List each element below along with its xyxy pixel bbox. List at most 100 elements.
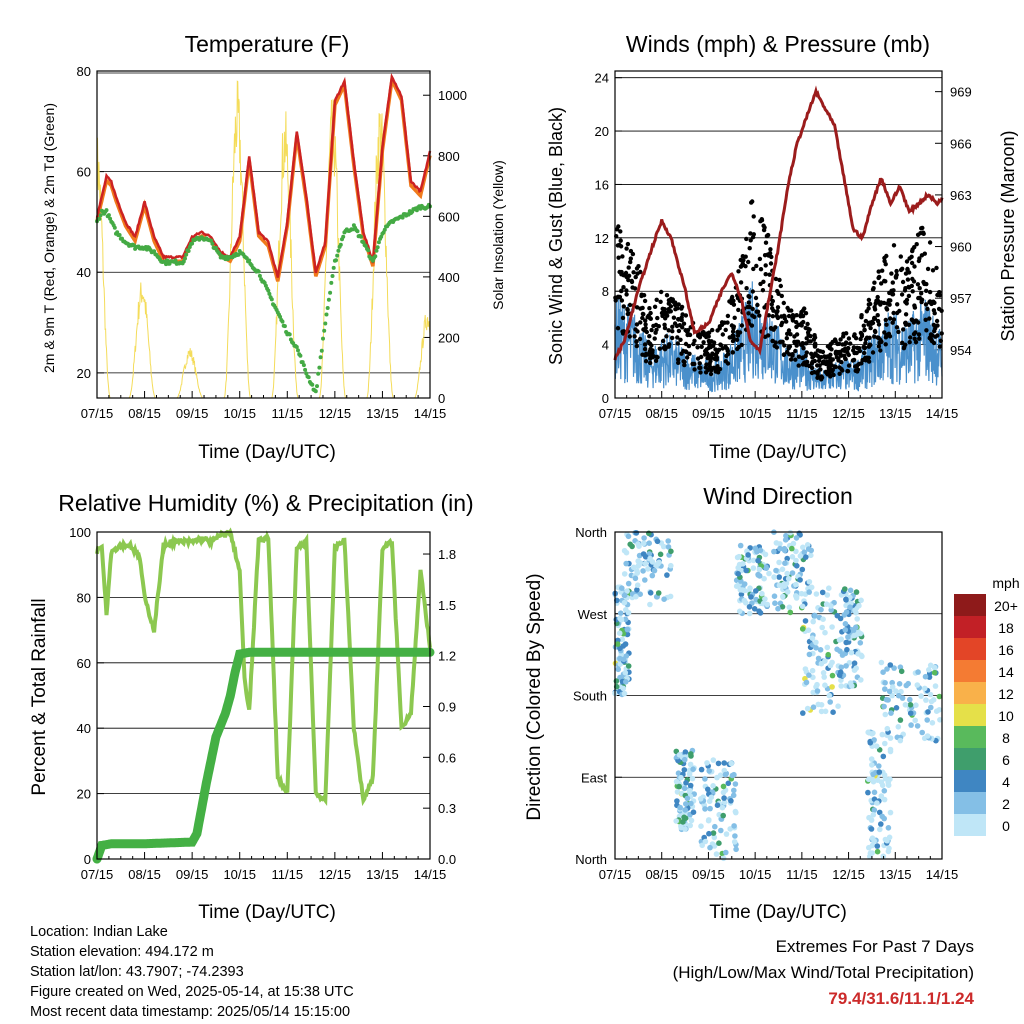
gust-point xyxy=(747,246,752,251)
gust-point xyxy=(788,332,793,337)
direction-point xyxy=(623,679,629,685)
gust-point xyxy=(786,328,792,333)
direction-point xyxy=(722,771,729,778)
gust-point xyxy=(862,350,867,356)
direction-point xyxy=(885,697,891,703)
dewpoint-point xyxy=(256,269,261,274)
gust-point xyxy=(739,323,745,328)
direction-point xyxy=(797,577,803,583)
direction-point xyxy=(881,703,887,710)
direction-point xyxy=(751,606,758,612)
direction-xtick-label: 14/15 xyxy=(926,867,959,882)
gust-point xyxy=(927,335,932,341)
direction-point xyxy=(873,743,880,749)
gust-point xyxy=(685,328,691,333)
direction-point xyxy=(902,702,909,708)
gust-point xyxy=(913,330,918,335)
gust-point xyxy=(698,365,703,370)
gust-point xyxy=(746,259,751,265)
direction-point xyxy=(731,839,738,845)
temp-xtick-label: 08/15 xyxy=(128,406,161,421)
gust-point xyxy=(848,341,853,346)
direction-point xyxy=(870,771,876,778)
gust-point xyxy=(907,256,912,261)
direction-point xyxy=(908,722,914,728)
gust-point xyxy=(642,342,648,347)
gust-point xyxy=(876,344,882,349)
direction-point xyxy=(868,756,875,762)
direction-point xyxy=(937,717,943,723)
gust-point xyxy=(757,313,762,318)
gust-point xyxy=(741,258,746,263)
wind-xtick-label: 12/15 xyxy=(832,406,865,421)
gust-point xyxy=(929,301,934,307)
gust-point xyxy=(725,320,730,325)
direction-point xyxy=(681,785,688,792)
gust-point xyxy=(653,330,658,335)
dewpoint-point xyxy=(375,245,380,250)
direction-point xyxy=(789,570,796,576)
direction-point xyxy=(622,669,629,676)
speed-legend-swatch xyxy=(954,660,986,682)
direction-point xyxy=(799,566,806,573)
wind-xtick-label: 08/15 xyxy=(645,406,678,421)
gust-point xyxy=(640,311,646,317)
gust-point xyxy=(626,277,631,283)
direction-point xyxy=(688,751,694,757)
dewpoint-point xyxy=(303,367,308,372)
gust-point xyxy=(901,327,906,332)
gust-point xyxy=(867,342,873,347)
gust-point xyxy=(812,333,817,338)
gust-point xyxy=(734,337,740,342)
gust-point xyxy=(910,248,915,254)
direction-ytick-label: North xyxy=(575,852,607,867)
gust-point xyxy=(900,266,905,271)
gust-point xyxy=(818,367,823,372)
direction-point xyxy=(698,766,705,773)
rh-ytick-label: 0 xyxy=(84,852,91,867)
gust-point xyxy=(631,270,636,275)
gust-point xyxy=(692,338,697,343)
gust-point xyxy=(720,332,725,337)
direction-point xyxy=(852,607,858,614)
humidity-ylabel: Percent & Total Rainfall xyxy=(29,598,50,795)
direction-point xyxy=(623,549,630,556)
direction-point xyxy=(784,555,790,562)
direction-point xyxy=(721,760,727,766)
direction-point xyxy=(698,823,704,829)
wind-xtick-label: 13/15 xyxy=(879,406,912,421)
gust-point xyxy=(667,342,672,347)
direction-point xyxy=(805,546,812,552)
direction-point xyxy=(636,543,642,549)
direction-point xyxy=(837,615,844,622)
direction-point xyxy=(771,593,778,599)
gust-point xyxy=(634,343,639,349)
direction-point xyxy=(866,844,872,851)
gust-point xyxy=(808,339,813,344)
dewpoint-point xyxy=(300,360,305,365)
dewpoint-point xyxy=(322,328,327,333)
direction-point xyxy=(871,807,878,813)
direction-point xyxy=(785,575,792,582)
dewpoint-points xyxy=(95,202,432,394)
gust-point xyxy=(907,340,912,345)
dewpoint-point xyxy=(183,256,187,261)
gust-point xyxy=(923,302,929,307)
gust-point xyxy=(632,334,637,339)
gust-point xyxy=(683,313,689,318)
gust-point xyxy=(882,330,887,335)
direction-point xyxy=(779,604,786,610)
direction-point xyxy=(826,585,832,591)
gust-point xyxy=(725,361,731,366)
gust-point xyxy=(846,336,852,341)
direction-point xyxy=(806,579,813,585)
rh-xtick-label: 13/15 xyxy=(366,867,399,882)
direction-point xyxy=(843,639,849,646)
direction-point xyxy=(730,792,737,799)
direction-point xyxy=(879,731,886,738)
direction-point xyxy=(848,649,855,656)
temperature-ylabel: 2m & 9m T (Red, Orange) & 2m Td (Green) xyxy=(41,103,57,373)
dewpoint-point xyxy=(321,336,325,341)
gust-point xyxy=(777,277,782,283)
gust-point xyxy=(876,322,882,327)
